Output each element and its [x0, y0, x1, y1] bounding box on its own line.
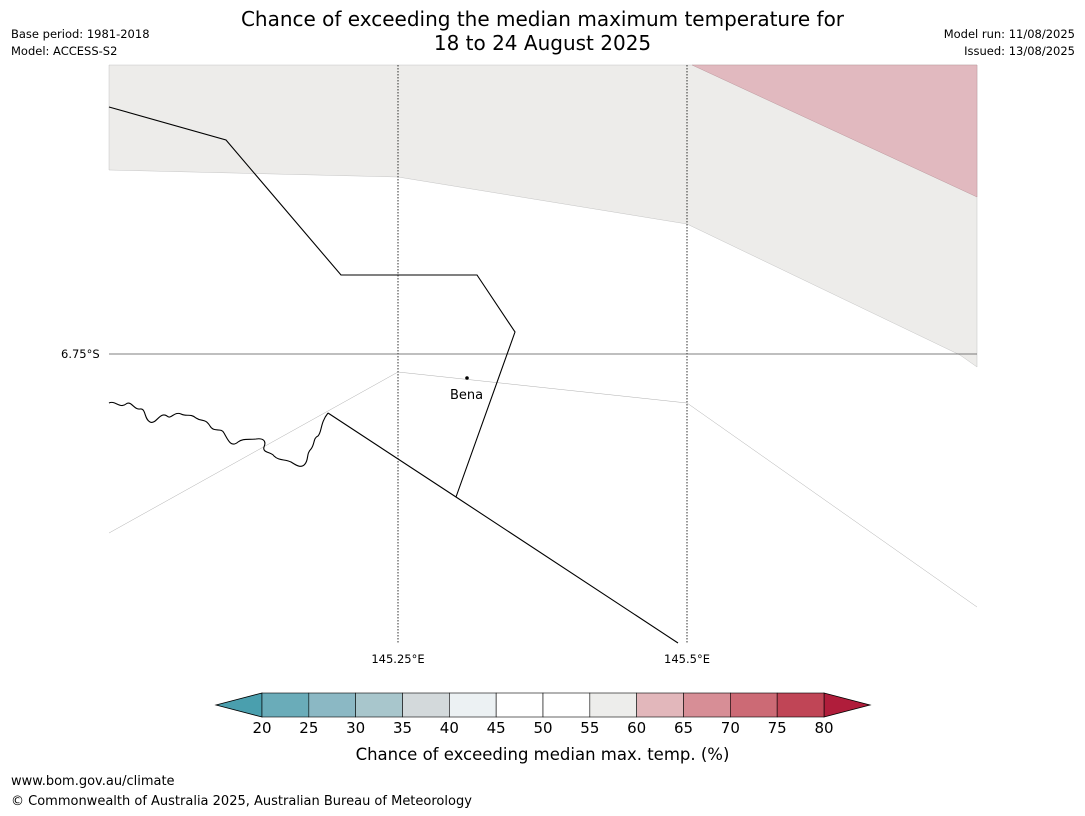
model-run-text: Model run: 11/08/2025: [943, 27, 1075, 41]
province-boundary: [108, 106, 516, 498]
colorbar-bin: [308, 692, 356, 718]
model-text: Model: ACCESS-S2: [11, 44, 118, 58]
town-label: Bena: [450, 388, 484, 403]
colorbar-tick-label: 20: [252, 719, 272, 737]
colorbar-tick-label: 45: [486, 719, 506, 737]
colorbar-bin: [589, 692, 637, 718]
map-title-line2: 18 to 24 August 2025: [433, 31, 652, 55]
colorbar-bin: [495, 692, 544, 718]
colorbar-tick-label: 60: [627, 719, 647, 737]
colorbar-tick-label: 30: [346, 719, 366, 737]
river-line: [108, 401, 329, 467]
colorbar-bin: [683, 692, 731, 718]
probability-region-60-65: [691, 64, 978, 198]
copyright-text: © Commonwealth of Australia 2025, Austra…: [11, 794, 472, 809]
colorbar-bin: [636, 692, 684, 718]
colorbar-extend-high: [823, 692, 872, 718]
issued-text: Issued: 13/08/2025: [964, 44, 1075, 58]
longitude-label: 145.25°E: [371, 652, 425, 666]
latitude-label: 6.75°S: [61, 347, 100, 361]
province-boundary: [327, 412, 679, 644]
colorbar-tick-label: 55: [580, 719, 600, 737]
colorbar-bin: [261, 692, 310, 718]
colorbar-tick-label: 40: [439, 719, 459, 737]
colorbar-extend-low: [214, 692, 263, 718]
colorbar-tick-label: 70: [720, 719, 740, 737]
colorbar-tick-label: 80: [814, 719, 834, 737]
colorbar-label: Chance of exceeding median max. temp. (%…: [355, 745, 730, 764]
map-title-line1: Chance of exceeding the median maximum t…: [240, 7, 845, 31]
colorbar-tick-label: 50: [533, 719, 553, 737]
colorbar-bin: [449, 692, 497, 718]
website-link[interactable]: www.bom.gov.au/climate: [11, 774, 175, 789]
colorbar-bin: [402, 692, 450, 718]
longitude-label: 145.5°E: [664, 652, 710, 666]
colorbar-bin: [355, 692, 403, 718]
colorbar-tick-label: 25: [299, 719, 319, 737]
colorbar-bin: [542, 692, 591, 718]
contour-line: [108, 371, 978, 608]
colorbar-tick-label: 65: [673, 719, 694, 737]
colorbar-bin: [730, 692, 778, 718]
base-period-text: Base period: 1981-2018: [11, 27, 150, 41]
town-marker: [465, 376, 469, 380]
colorbar-tick-label: 75: [767, 719, 787, 737]
colorbar-bin: [776, 692, 825, 718]
colorbar-tick-label: 35: [392, 719, 413, 737]
